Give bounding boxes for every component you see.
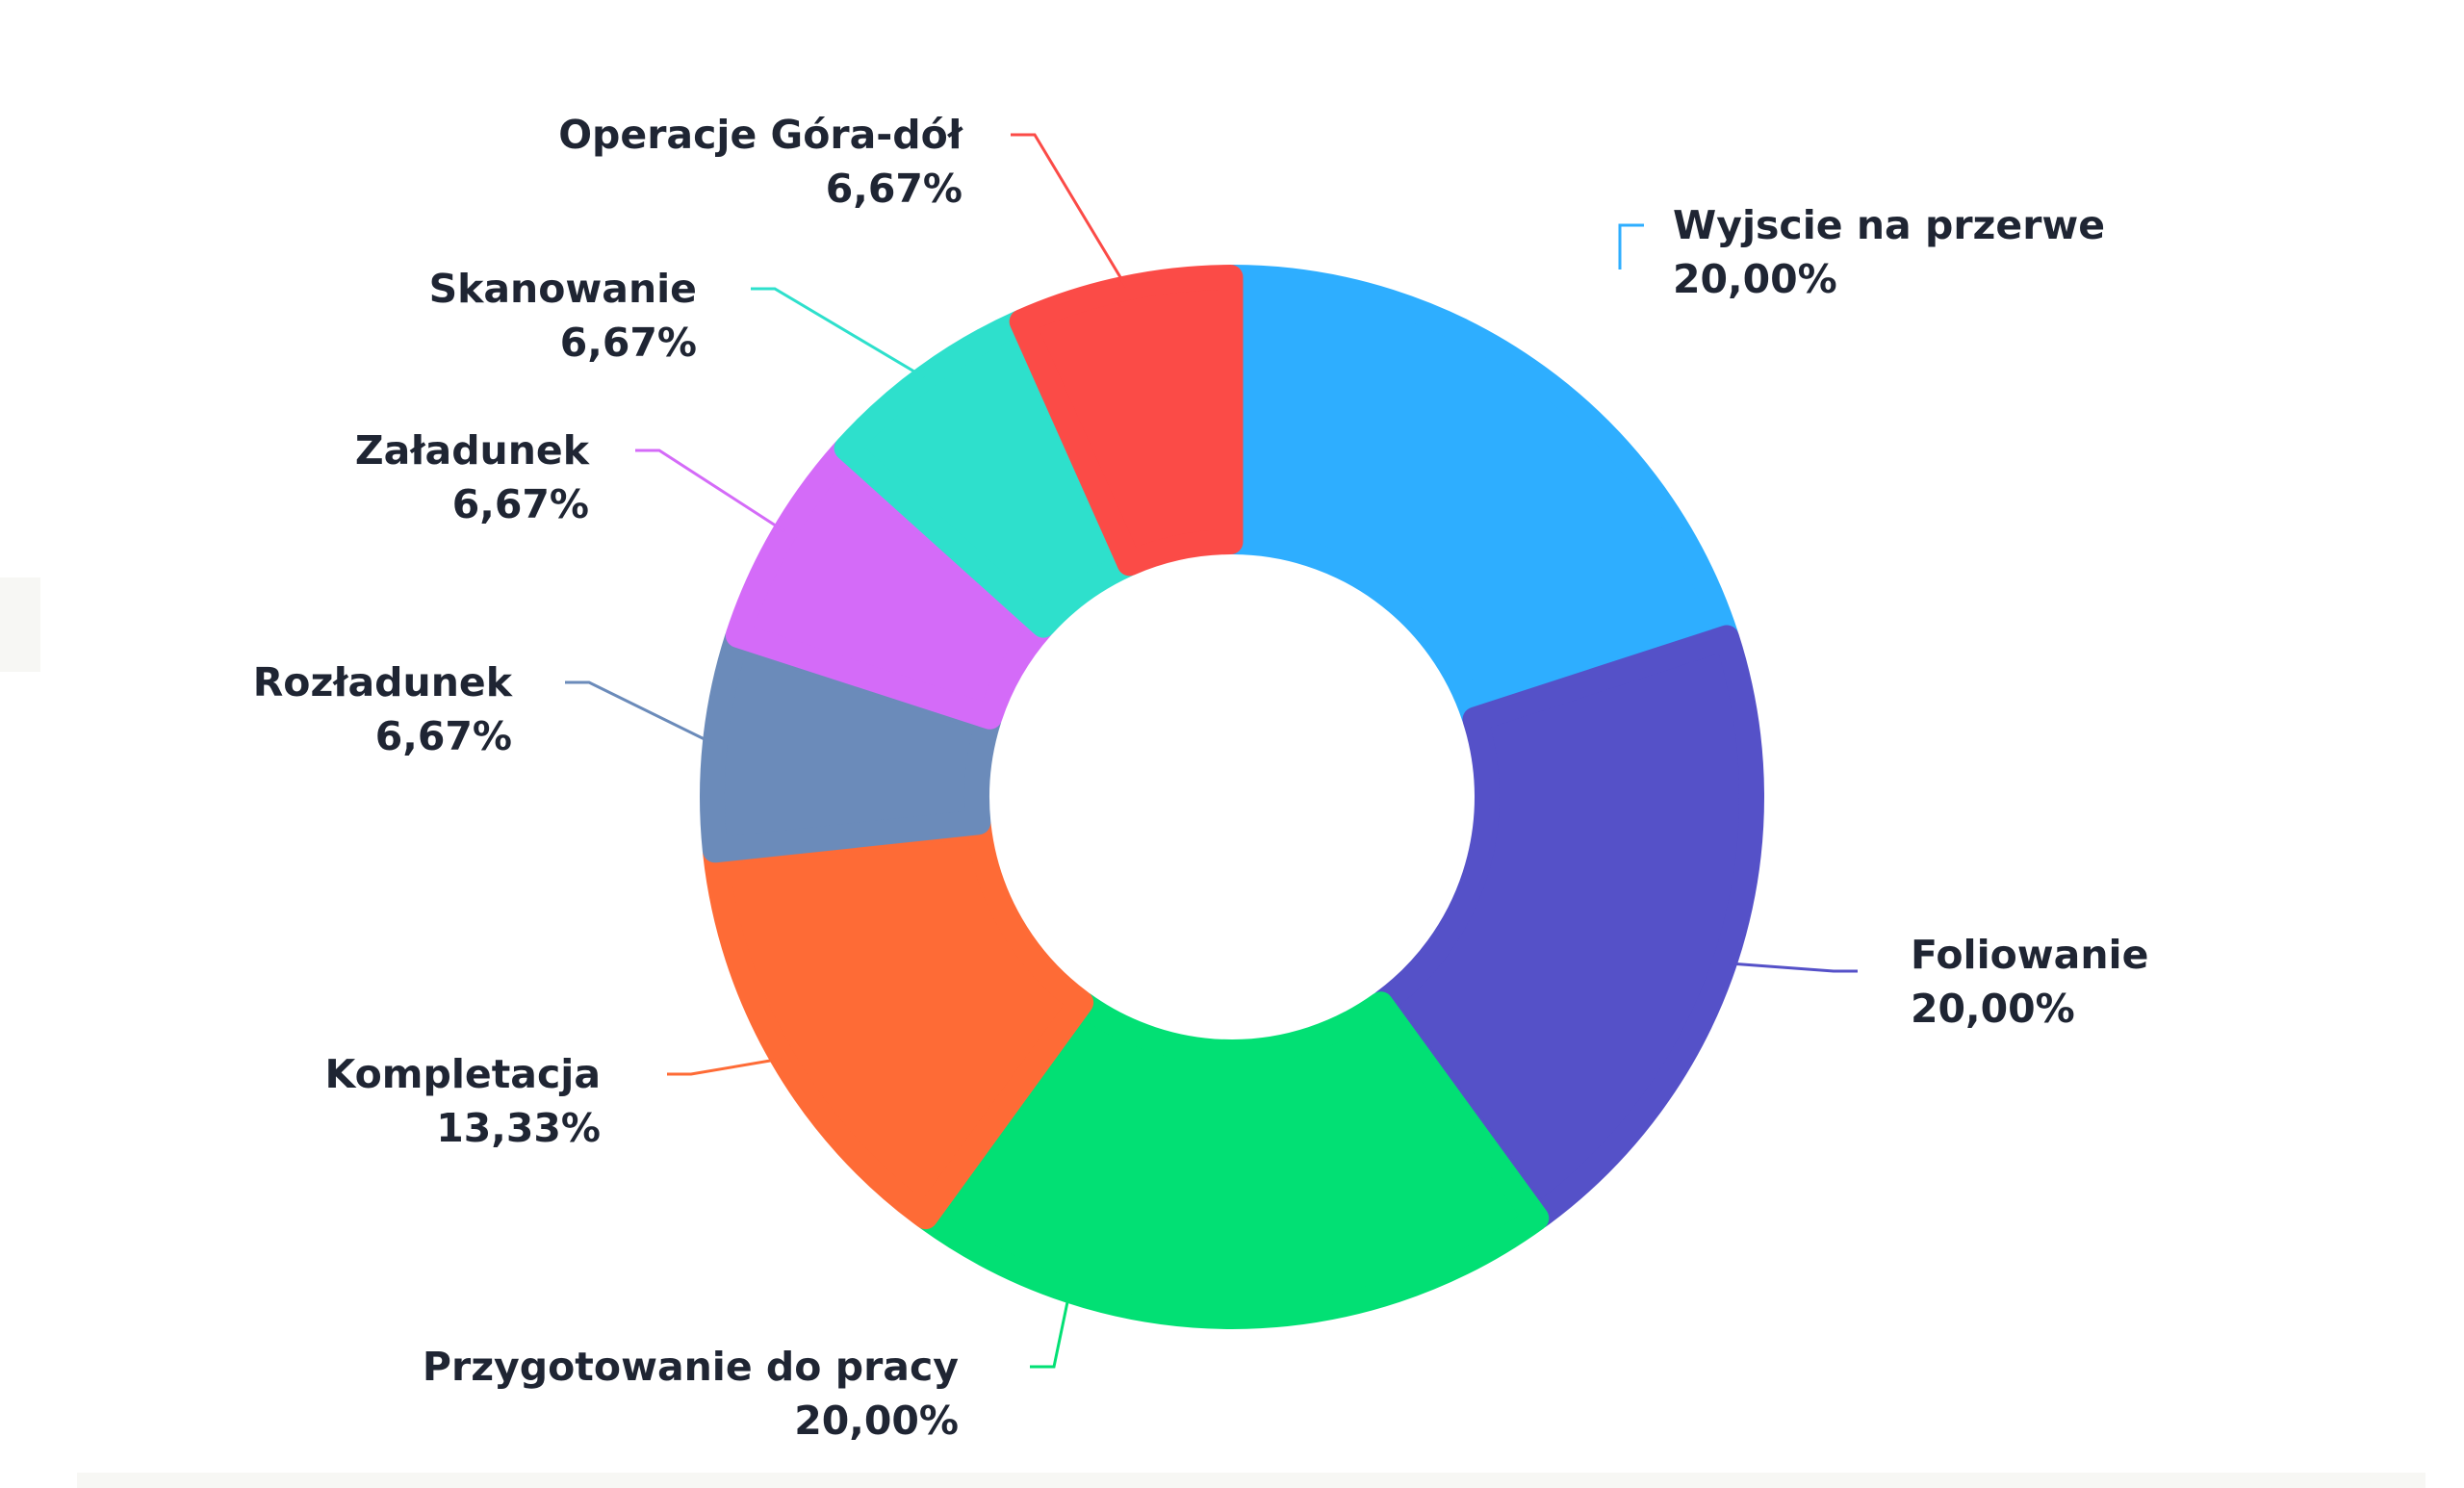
label-name-wyjscie-na-przerwe: Wyjscie na przerwe	[1673, 202, 2105, 248]
label-value-rozladunek: 6,67%	[375, 713, 512, 759]
leader-lines	[565, 133, 1858, 1369]
label-name-foliowanie: Foliowanie	[1911, 932, 2148, 978]
slice-operacje-gora-dol[interactable]	[1009, 265, 1244, 577]
label-value-operacje-gora-dol: 6,67%	[826, 166, 962, 212]
label-name-przygotowanie-do-pracy: Przygotowanie do pracy	[423, 1344, 959, 1390]
label-value-foliowanie: 20,00%	[1911, 986, 2075, 1032]
leader-line-foliowanie	[1729, 962, 1858, 973]
leader-line-przygotowanie-do-pracy	[1030, 1296, 1070, 1369]
label-value-skanowanie: 6,67%	[560, 320, 697, 366]
label-name-kompletacja: Kompletacja	[325, 1051, 601, 1097]
slice-przygotowanie-do-pracy[interactable]	[914, 991, 1550, 1329]
leader-line-kompletacja	[667, 1057, 783, 1076]
slice-labels: Wyjscie na przerwe 20,00% Foliowanie 20,00%…	[253, 112, 2149, 1444]
leader-line-wyjscie-na-przerwe	[1618, 223, 1644, 269]
leader-line-skanowanie	[751, 287, 925, 379]
label-value-zaladunek: 6,67%	[452, 481, 589, 527]
slices-group	[700, 265, 1764, 1329]
label-name-rozladunek: Rozładunek	[253, 659, 514, 706]
slice-wyjscie-na-przerwe[interactable]	[1220, 265, 1739, 730]
label-value-przygotowanie-do-pracy: 20,00%	[794, 1398, 959, 1444]
bottom-edge-panel	[77, 1473, 2426, 1488]
label-value-wyjscie-na-przerwe: 20,00%	[1673, 256, 1837, 302]
left-edge-panel	[0, 577, 40, 672]
leader-line-rozladunek	[565, 680, 713, 745]
label-name-skanowanie: Skanowanie	[429, 266, 697, 312]
slice-foliowanie[interactable]	[1371, 625, 1764, 1229]
leader-line-operacje-gora-dol	[1011, 133, 1128, 288]
slice-kompletacja[interactable]	[703, 812, 1094, 1230]
label-name-operacje-gora-dol: Operacje Góra-dół	[558, 112, 963, 158]
leader-line-zaladunek	[635, 449, 785, 533]
label-value-kompletacja: 13,33%	[436, 1105, 601, 1151]
label-name-zaladunek: Załadunek	[355, 427, 591, 474]
